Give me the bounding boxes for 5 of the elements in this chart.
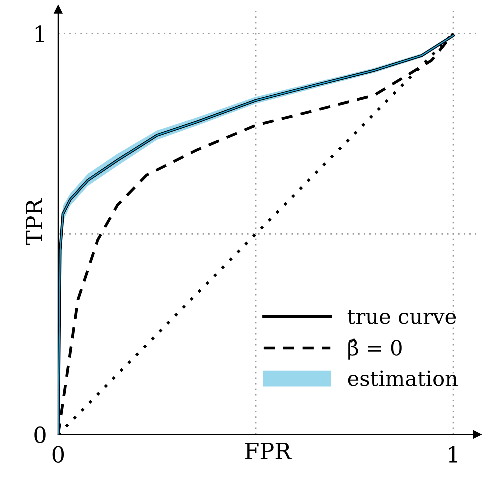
y-axis-title: TPR (26, 198, 42, 246)
x-axis-title: FPR (246, 443, 292, 460)
legend-label: β̂ = 0 (348, 338, 402, 360)
legend-label: true curve (348, 310, 456, 324)
legend-label: estimation (348, 370, 458, 386)
